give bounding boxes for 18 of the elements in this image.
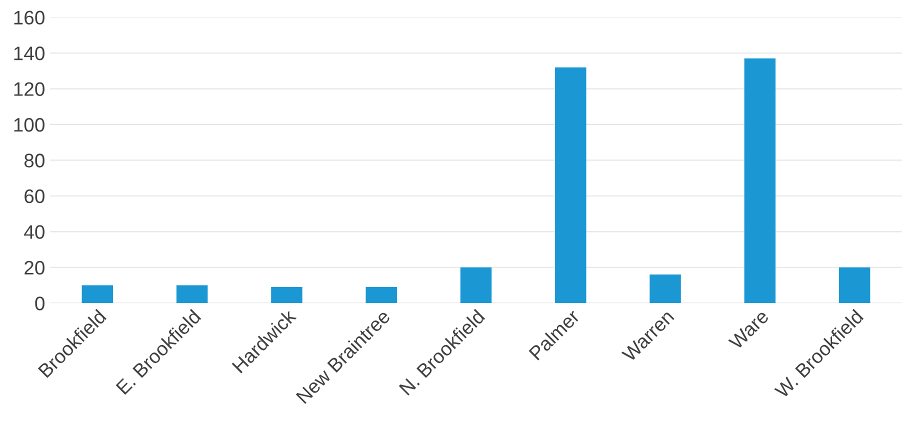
bar <box>271 287 302 304</box>
y-tick-label: 160 <box>14 10 44 25</box>
y-tick-label: 60 <box>24 189 44 204</box>
bar <box>838 267 870 304</box>
bar <box>366 287 397 304</box>
y-tick-label: 0 <box>35 296 44 310</box>
bar <box>744 58 776 304</box>
bar <box>460 267 492 304</box>
bar <box>555 67 586 304</box>
y-tick-label: 80 <box>24 154 44 168</box>
bar <box>82 285 114 304</box>
y-tick-label: 140 <box>14 46 44 60</box>
bar <box>650 274 681 304</box>
bar <box>176 285 208 304</box>
y-tick-label: 120 <box>14 82 44 96</box>
y-tick-label: 20 <box>24 260 44 275</box>
y-tick-label: 40 <box>24 225 44 239</box>
y-tick-label: 100 <box>14 118 44 132</box>
